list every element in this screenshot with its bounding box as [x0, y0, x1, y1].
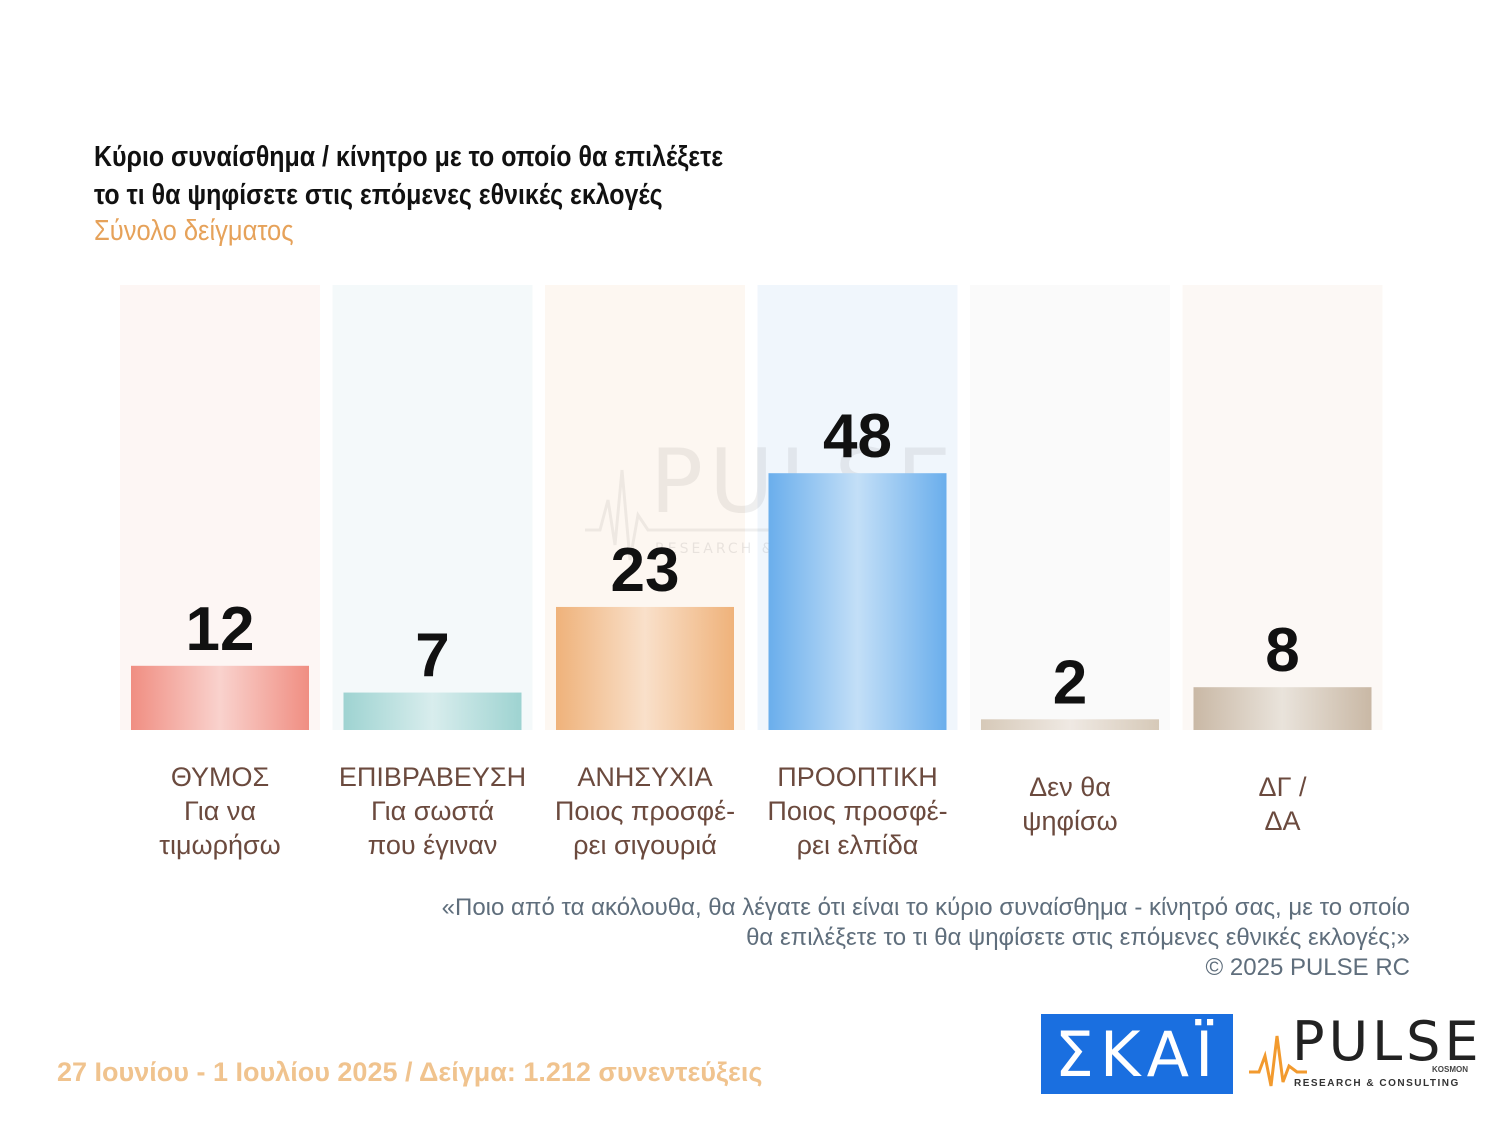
category-label: που έγιναν [368, 830, 498, 860]
question-line-2: θα επιλέξετε το τι θα ψηφίσετε στις επόμ… [746, 924, 1410, 951]
value-label: 12 [186, 595, 255, 664]
bar [1193, 687, 1372, 730]
pulse-heartbeat-icon [1249, 1035, 1307, 1087]
copyright: © 2025 PULSE RC [1205, 954, 1410, 981]
question-line-1: «Ποιο από τα ακόλουθα, θα λέγατε ότι είν… [441, 894, 1410, 921]
category-label: ΘΥΜΟΣ [171, 762, 269, 792]
category-label: ΑΝΗΣΥΧΙΑ [577, 762, 712, 792]
bar [343, 692, 522, 730]
category-label: ρει ελπίδα [797, 830, 919, 860]
skai-logo-text: ΣΚΑΪ [1054, 1017, 1220, 1091]
chart-title: Κύριο συναίσθημα / κίνητρο με το οποίο θ… [94, 138, 868, 214]
category-label: Ποιος προσφέ- [555, 796, 735, 826]
category-label: Για να [184, 796, 256, 826]
bar [768, 473, 947, 730]
column-background [970, 285, 1170, 730]
column-backgrounds [120, 285, 1383, 730]
category-label: Ποιος προσφέ- [767, 796, 947, 826]
footer-fieldwork-info: 27 Ιουνίου - 1 Ιουλίου 2025 / Δείγμα: 1.… [57, 1057, 763, 1087]
pulse-logo: PULSE KOSMON RESEARCH & CONSULTING [1247, 1010, 1479, 1096]
category-label: ΠΡΟΟΠΤΙΚΗ [777, 762, 938, 792]
category-label: τιμωρήσω [159, 830, 280, 860]
skai-logo: ΣΚΑΪ [1041, 1014, 1233, 1094]
value-label: 8 [1265, 616, 1299, 685]
survey-question: «Ποιο από τα ακόλουθα, θα λέγατε ότι είν… [442, 893, 1410, 983]
chart-title-line-1: Κύριο συναίσθημα / κίνητρο με το οποίο θ… [94, 141, 724, 173]
column-background [120, 285, 320, 730]
category-label: ΔΓ / [1259, 772, 1307, 802]
chart-title-line-2: το τι θα ψηφίσετε στις επόμενες εθνικές … [94, 179, 663, 211]
value-label: 48 [823, 402, 892, 471]
bar [131, 665, 309, 730]
category-label: Για σωστά [371, 796, 494, 826]
value-labels: 12 7 23 48 2 8 [186, 402, 1300, 717]
category-label: ρει σιγουριά [573, 830, 717, 860]
category-label: Δεν θα [1029, 772, 1111, 802]
bar [556, 606, 734, 730]
category-label: ΔΑ [1264, 806, 1300, 836]
watermark-pulse-line-icon [585, 469, 930, 561]
chart-subtitle: Σύνολο δείγματος [94, 215, 294, 247]
value-label: 23 [611, 536, 680, 605]
column-background [1182, 285, 1383, 730]
pulse-logo-text: PULSE [1292, 1010, 1483, 1073]
category-labels: ΘΥΜΟΣ Για να τιμωρήσω ΕΠΙΒΡΑΒΕΥΣΗ Για σωστά π… [159, 762, 1307, 860]
column-background [332, 285, 533, 730]
bars [131, 473, 1372, 730]
pulse-kosmon-text: KOSMON [1432, 1065, 1468, 1074]
category-label: ΕΠΙΒΡΑΒΕΥΣΗ [339, 762, 526, 792]
category-label: ψηφίσω [1022, 806, 1118, 836]
value-label: 7 [415, 622, 449, 691]
pulse-logo-tagline: RESEARCH & CONSULTING [1294, 1078, 1460, 1089]
value-label: 2 [1053, 648, 1087, 717]
bar [981, 719, 1159, 730]
